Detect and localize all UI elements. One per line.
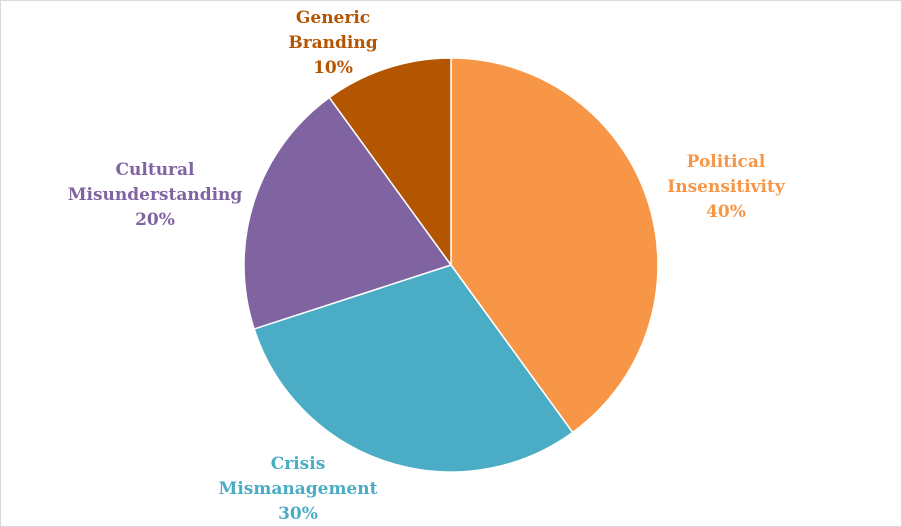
- pie-slices: [243, 57, 659, 473]
- pie-slice-cultural-misunderstanding: [243, 96, 453, 330]
- data-label-cultural-misunderstanding: Cultural Misunderstanding 20%: [68, 160, 243, 230]
- pie-labels: Political Insensitivity 40% Crisis Mismanage…: [68, 8, 786, 524]
- pie-slice-crisis-mismanagement: [253, 264, 574, 473]
- pie-slice-generic-branding: [328, 57, 452, 268]
- pie-slice-political-insensitivity: [450, 57, 659, 434]
- data-label-political-insensitivity: Political Insensitivity 40%: [667, 152, 786, 222]
- data-label-generic-branding: Generic Branding 10%: [288, 8, 377, 78]
- data-label-crisis-mismanagement: Crisis Mismanagement 30%: [219, 454, 378, 524]
